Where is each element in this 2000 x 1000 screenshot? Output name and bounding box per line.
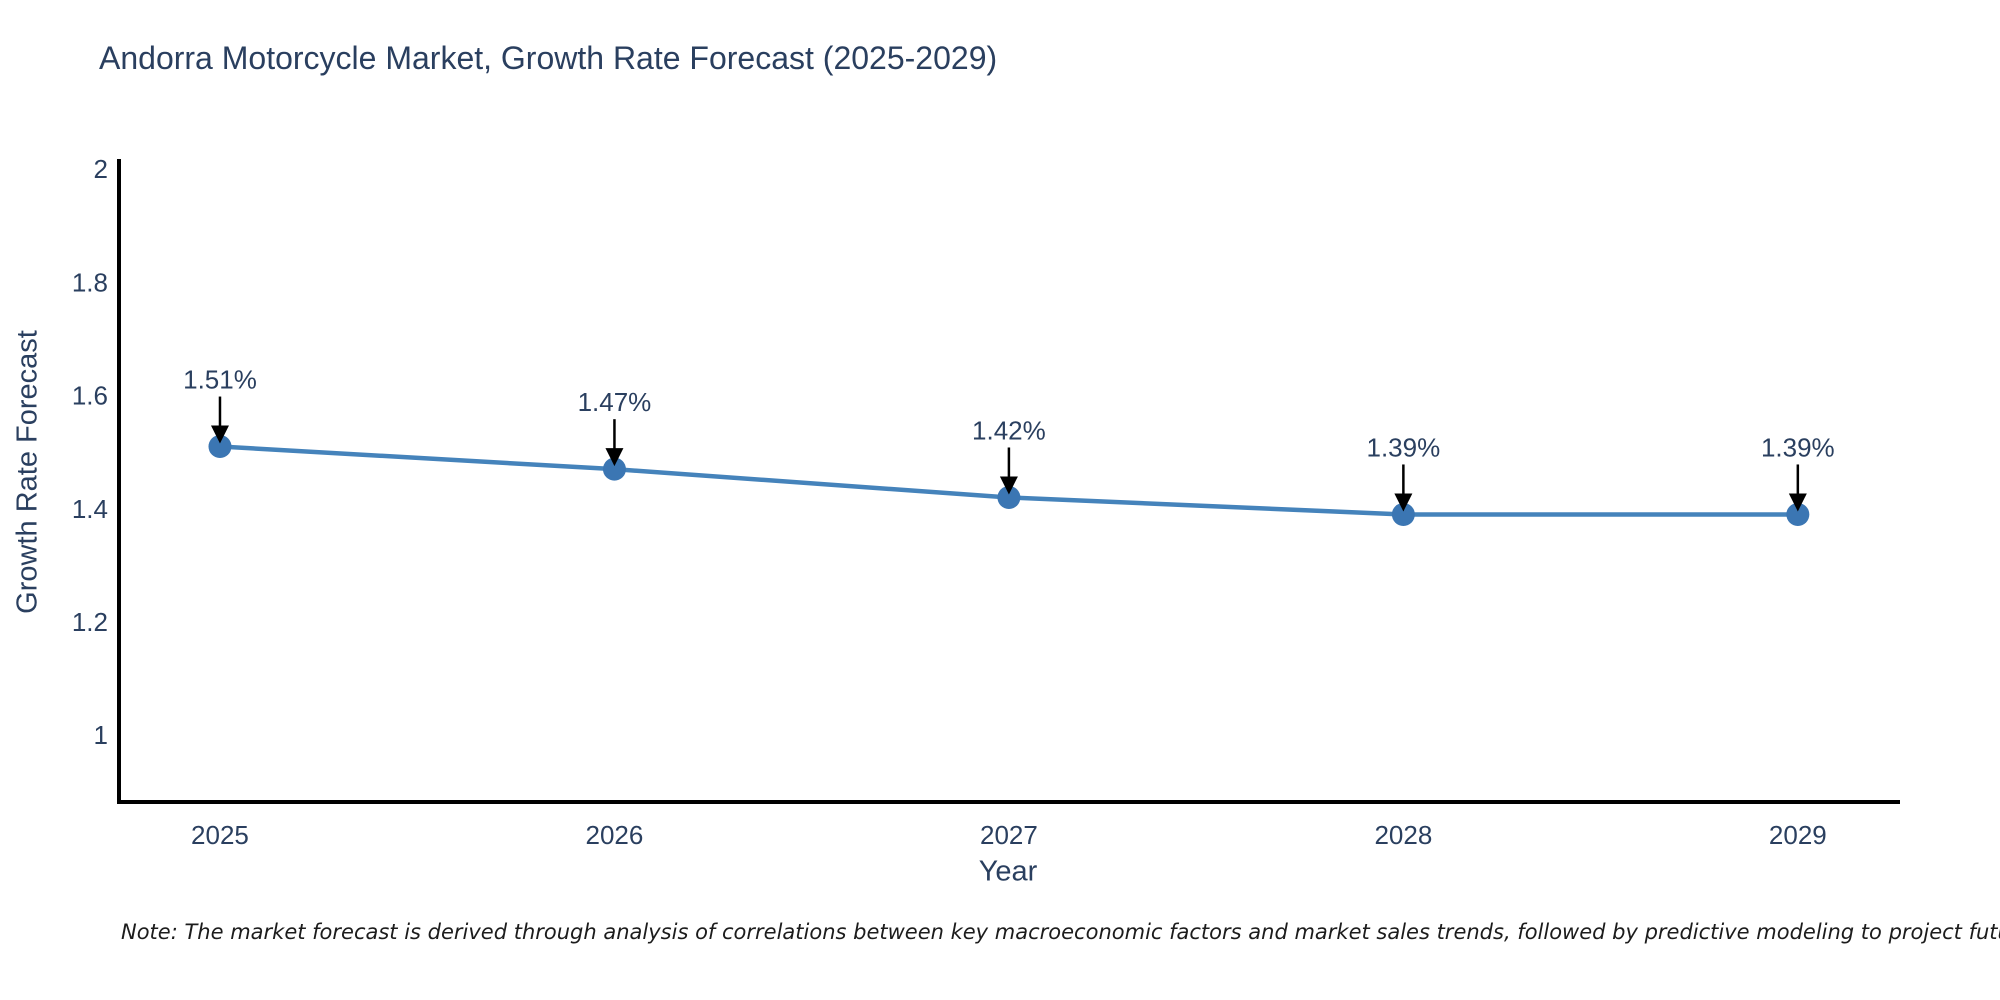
data-point-label: 1.47% bbox=[578, 387, 652, 417]
y-tick-label: 2 bbox=[94, 154, 108, 184]
x-tick-label: 2028 bbox=[1374, 820, 1432, 850]
y-tick-label: 1 bbox=[94, 720, 108, 750]
data-point-marker bbox=[997, 485, 1021, 509]
chart-title: Andorra Motorcycle Market, Growth Rate F… bbox=[99, 40, 998, 76]
y-tick-label: 1.6 bbox=[72, 381, 108, 411]
annotation-arrowhead bbox=[210, 425, 229, 444]
data-point-marker bbox=[1391, 502, 1415, 526]
x-tick-label: 2025 bbox=[191, 820, 249, 850]
data-point-marker bbox=[602, 457, 626, 481]
footnote: Note: The market forecast is derived thr… bbox=[121, 920, 2000, 944]
x-axis-title: Year bbox=[978, 855, 1038, 888]
data-point-label: 1.39% bbox=[1367, 432, 1441, 462]
data-point-marker bbox=[208, 435, 232, 459]
data-point-label: 1.39% bbox=[1761, 432, 1835, 462]
annotation-arrowhead bbox=[999, 476, 1018, 495]
x-tick-label: 2027 bbox=[980, 820, 1038, 850]
data-point-label: 1.51% bbox=[183, 365, 257, 395]
y-tick-label: 1.8 bbox=[72, 267, 108, 297]
data-point-marker bbox=[1786, 502, 1810, 526]
data-point-label: 1.42% bbox=[972, 415, 1046, 445]
y-axis-title: Growth Rate Forecast bbox=[11, 330, 44, 614]
y-tick-label: 1.4 bbox=[72, 494, 108, 524]
annotation-arrowhead bbox=[1788, 493, 1807, 512]
y-tick-label: 1.2 bbox=[72, 607, 108, 637]
x-tick-label: 2026 bbox=[586, 820, 644, 850]
annotation-arrowhead bbox=[1394, 493, 1413, 512]
x-tick-label: 2029 bbox=[1769, 820, 1827, 850]
annotation-arrowhead bbox=[605, 448, 624, 467]
